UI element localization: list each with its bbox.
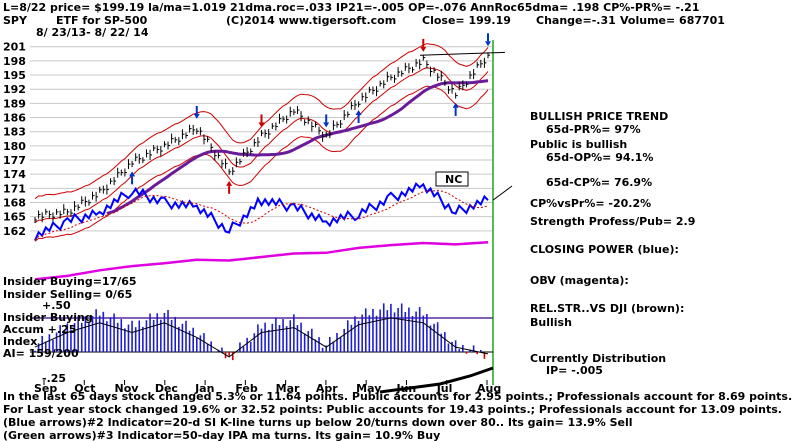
pr-value: 65d-PR%= 97%	[546, 123, 641, 136]
footer-line3: (Blue arrows)#2 Indicator=20-d SI K-line…	[3, 416, 633, 429]
x-tick-label: Sep	[34, 382, 57, 395]
cp-value: 65d-CP%= 76.9%	[546, 176, 652, 189]
trend-title: BULLISH PRICE TREND	[530, 110, 668, 123]
price-bands	[34, 43, 489, 242]
red-ma	[34, 67, 489, 224]
signal-arrowhead	[323, 122, 330, 128]
price-bars	[34, 51, 506, 223]
accum-index-bars	[34, 303, 494, 394]
header-stats: L=8/22 price= $199.19 la/ma=1.019 21dma.…	[3, 1, 700, 14]
distribution-label: Currently Distribution	[530, 352, 666, 365]
signal-arrows	[129, 33, 491, 194]
y-tick-label: 198	[3, 55, 26, 68]
index-label: Index	[3, 335, 37, 348]
signal-arrowhead	[420, 46, 427, 52]
volume-label: Volume= 687701	[620, 14, 725, 27]
ai-label: AI= 159/200	[3, 347, 79, 360]
footer-line4: (Green arrows)#3 Indicator=50-day IPA ma…	[3, 429, 440, 441]
footer-line2: For Last year stock changed 19.6% or 32.…	[3, 403, 782, 416]
y-tick-label: 183	[3, 126, 26, 139]
y-tick-label: 174	[3, 168, 26, 181]
x-tick-label: Dec	[155, 382, 178, 395]
signal-arrowhead	[226, 180, 233, 186]
relstr-line	[379, 366, 494, 394]
closing-power-label: CLOSING POWER (blue):	[530, 243, 679, 256]
obv-path	[34, 241, 489, 281]
y-tick-label: 186	[3, 112, 26, 125]
y-tick-label: 162	[3, 225, 26, 238]
trendline	[419, 51, 506, 56]
y-tick-label: 192	[3, 83, 26, 96]
closing-power-path	[34, 181, 489, 241]
x-tick-label: May	[356, 382, 381, 395]
date-range: 8/ 23/13- 8/ 22/ 14	[36, 26, 149, 39]
lower-band	[34, 85, 489, 242]
x-tick-label: Mar	[276, 382, 300, 395]
closing-power-ma	[34, 189, 489, 241]
etf-label: ETF for SP-500	[56, 14, 148, 27]
y-tick-label: 171	[3, 182, 26, 195]
change-label: Change=-.31	[536, 14, 616, 27]
nc-label: NC	[445, 173, 462, 186]
copyright-label: (C)2014 www.tigersoft.com	[226, 14, 396, 27]
cpvspr-value: CP%vsPr%= -20.2%	[530, 197, 651, 210]
ticker-label: SPY	[3, 14, 28, 27]
relstr-value: Bullish	[530, 316, 572, 329]
signal-arrowhead	[258, 122, 265, 128]
x-tick-label: Apr	[316, 382, 338, 395]
x-tick-label: Feb	[235, 382, 258, 395]
insider-buying: Insider Buying=17/65	[3, 275, 137, 288]
y-tick-label: 189	[3, 97, 26, 110]
ip-value: IP= -.005	[546, 364, 603, 377]
signal-arrowhead	[452, 102, 459, 108]
purple-ma	[106, 79, 489, 215]
minus25-label: -.25	[42, 372, 66, 385]
signal-arrowhead	[193, 113, 200, 119]
x-tick-label: Oct	[74, 382, 95, 395]
insider-selling: Insider Selling= 0/65	[3, 288, 132, 301]
x-tick-label: Nov	[115, 382, 140, 395]
accum-ma	[34, 317, 489, 358]
y-tick-label: 180	[3, 140, 26, 153]
signal-arrowhead	[485, 41, 491, 47]
public-status: Public is bullish	[530, 138, 627, 151]
accum-label: Accum +.25	[3, 323, 76, 336]
footer-line1: In the last 65 days stock changed 5.3% o…	[3, 390, 792, 403]
obv-label: OBV (magenta):	[530, 274, 629, 287]
closing-power-line	[34, 181, 513, 241]
nc-box	[435, 171, 469, 187]
y-tick-label: 201	[3, 41, 26, 54]
y-tick-label: 165	[3, 211, 26, 224]
strength-value: Strength Profess/Pub= 2.9	[530, 215, 695, 228]
obv-line	[34, 241, 489, 281]
insider-buying-label: Insider Buying	[3, 311, 93, 324]
plus50-label: +.50	[42, 299, 71, 312]
signal-arrowhead	[355, 110, 362, 116]
x-tick-label: Aug	[477, 382, 501, 395]
op-value: 65d-OP%= 94.1%	[546, 151, 653, 164]
close-label: Close= 199.19	[422, 14, 511, 27]
y-tick-label: 195	[3, 69, 26, 82]
relstr-label: REL.STR..VS DJI (brown):	[530, 302, 684, 315]
cp-trendline	[492, 185, 513, 201]
y-tick-label: 177	[3, 154, 26, 167]
x-tick-label: Jan	[194, 382, 214, 395]
signal-arrowhead	[129, 171, 136, 177]
y-tick-label: 168	[3, 197, 26, 210]
